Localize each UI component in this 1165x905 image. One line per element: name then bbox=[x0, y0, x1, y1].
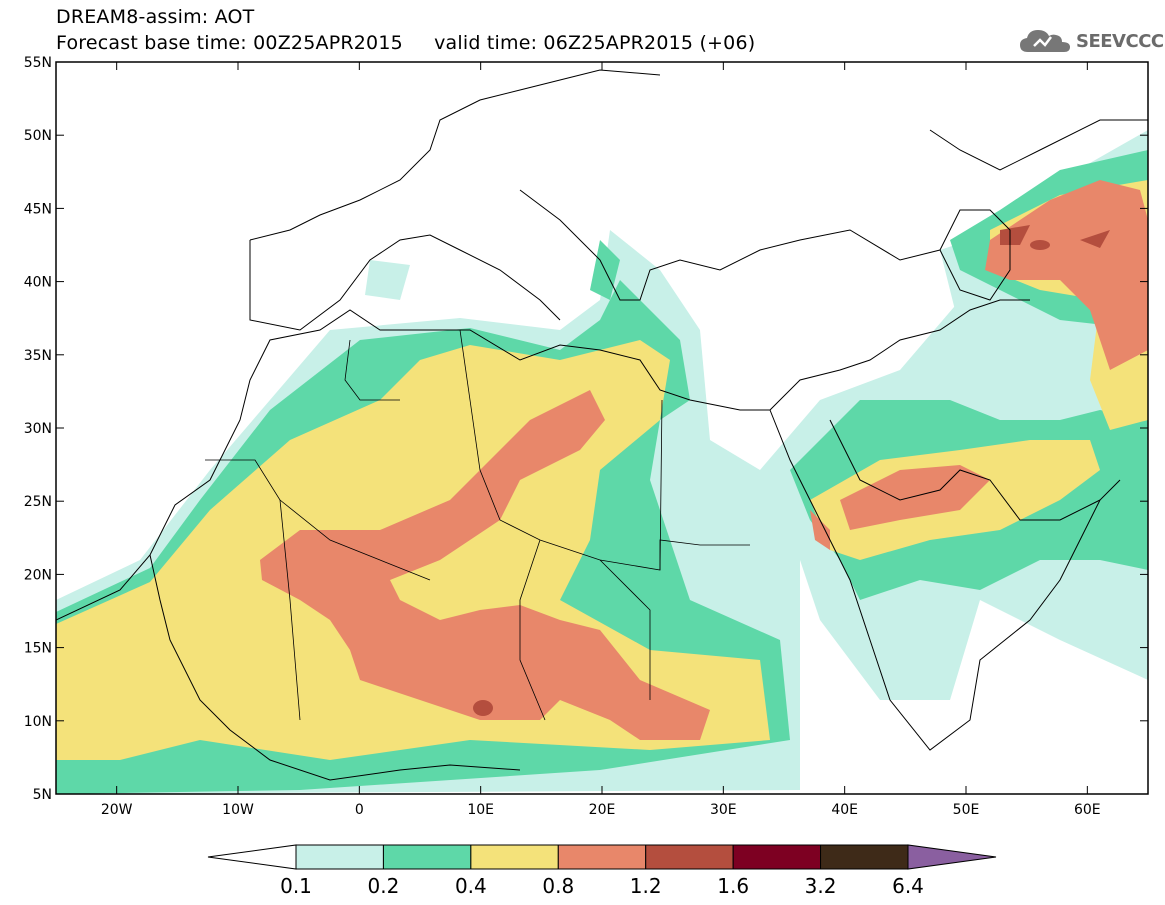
lat-label-25: 25N bbox=[24, 494, 52, 510]
aot-band-1.2 bbox=[473, 225, 1110, 716]
colorbar-label-6: 3.2 bbox=[805, 874, 837, 898]
lon-label-30: 30E bbox=[710, 802, 737, 818]
lon-label--10: 10W bbox=[222, 802, 254, 818]
colorbar-label-0: 0.1 bbox=[280, 874, 312, 898]
colorbar-segment-3 bbox=[557, 844, 647, 870]
lat-label-45: 45N bbox=[24, 201, 52, 217]
seevccc-logo: SEEVCCC bbox=[1018, 26, 1164, 56]
aot-field bbox=[56, 62, 1148, 794]
colorbar-segment-0 bbox=[295, 844, 384, 870]
colorbar-labels: 0.1 0.2 0.4 0.8 1.2 1.6 3.2 6.4 bbox=[280, 874, 924, 898]
coastlines bbox=[56, 69, 1148, 781]
lon-label-20: 20E bbox=[589, 802, 616, 818]
lat-label-50: 50N bbox=[24, 128, 52, 144]
chart-title-line2: Forecast base time: 00Z25APR2015 valid t… bbox=[56, 32, 756, 54]
lat-label-10: 10N bbox=[24, 714, 52, 730]
chart-title-line1: DREAM8-assim: AOT bbox=[56, 6, 255, 28]
lon-label-60: 60E bbox=[1074, 802, 1101, 818]
colorbar-label-4: 1.2 bbox=[630, 874, 662, 898]
colorbar-under-triangle bbox=[207, 844, 297, 870]
colorbar-segment-2 bbox=[470, 844, 559, 870]
lat-label-35: 35N bbox=[24, 348, 52, 364]
lon-label-10: 10E bbox=[467, 802, 494, 818]
colorbar-label-3: 0.8 bbox=[542, 874, 574, 898]
lon-label-40: 40E bbox=[831, 802, 858, 818]
logo-text: SEEVCCC bbox=[1076, 30, 1164, 52]
lat-label-15: 15N bbox=[24, 641, 52, 657]
lat-label-40: 40N bbox=[24, 275, 52, 291]
colorbar-segment-1 bbox=[382, 844, 472, 870]
colorbar-label-5: 1.6 bbox=[717, 874, 749, 898]
colorbar-label-1: 0.2 bbox=[368, 874, 400, 898]
lat-axis: 55N 50N 45N 40N 35N 30N 25N 20N 15N 10N 5N bbox=[24, 55, 1148, 803]
colorbar-segment-5 bbox=[732, 844, 822, 870]
colorbar-label-2: 0.4 bbox=[455, 874, 487, 898]
lat-label-5: 5N bbox=[33, 787, 52, 803]
lon-axis: 20W 10W 0 10E 20E 30E 40E 50E 60E bbox=[101, 62, 1101, 818]
colorbar-over-triangle bbox=[907, 844, 997, 870]
colorbar bbox=[207, 844, 997, 870]
lat-label-30: 30N bbox=[24, 421, 52, 437]
lon-label--20: 20W bbox=[101, 802, 133, 818]
cloud-icon bbox=[1020, 30, 1070, 52]
colorbar-segment-4 bbox=[645, 844, 734, 870]
colorbar-segment-6 bbox=[820, 844, 909, 870]
lat-label-20: 20N bbox=[24, 567, 52, 583]
country-borders bbox=[205, 329, 750, 721]
lon-label-0: 0 bbox=[355, 802, 364, 818]
lon-label-50: 50E bbox=[953, 802, 980, 818]
colorbar-label-7: 6.4 bbox=[892, 874, 924, 898]
lat-label-55: 55N bbox=[24, 55, 52, 71]
